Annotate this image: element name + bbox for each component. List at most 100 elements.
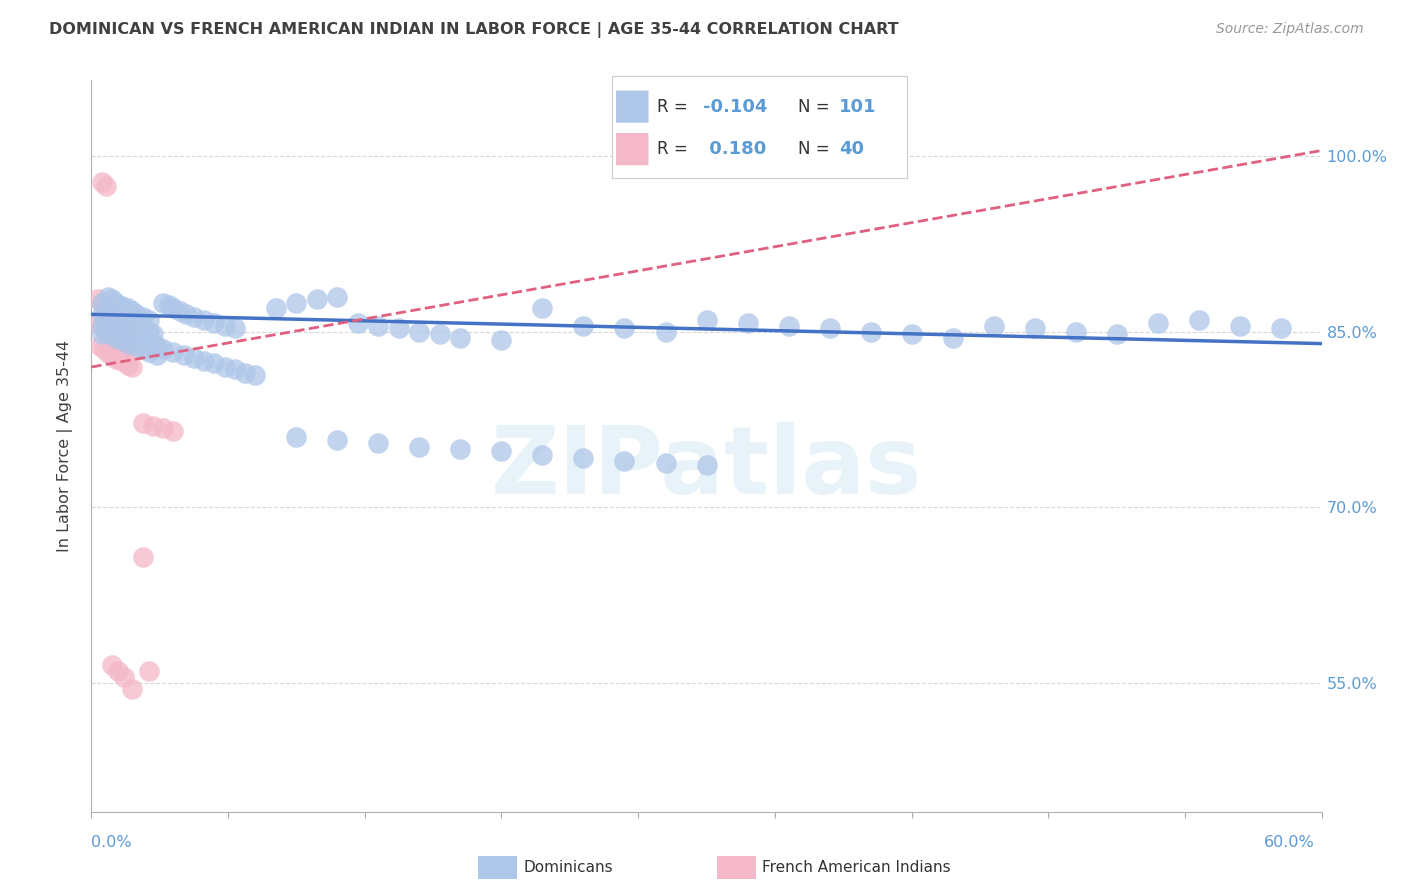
Text: 0.180: 0.180 — [703, 140, 766, 158]
Point — [491, 444, 513, 458]
Point — [162, 425, 184, 439]
Point — [125, 319, 148, 334]
Point — [224, 321, 246, 335]
Point — [193, 313, 215, 327]
Point — [138, 325, 160, 339]
Point — [1024, 321, 1046, 335]
Point — [214, 359, 236, 374]
Point — [162, 301, 184, 316]
Text: 101: 101 — [839, 97, 876, 116]
Point — [107, 665, 129, 679]
Point — [111, 354, 134, 368]
Point — [983, 319, 1005, 334]
Point — [90, 295, 112, 310]
Point — [367, 436, 389, 450]
Point — [107, 310, 129, 325]
Point — [408, 440, 430, 454]
Point — [94, 178, 117, 193]
Point — [142, 336, 165, 351]
Point — [101, 658, 124, 673]
Point — [572, 451, 595, 466]
Point — [388, 321, 411, 335]
Point — [138, 313, 160, 327]
Text: R =: R = — [658, 97, 688, 116]
Point — [367, 319, 389, 334]
Point — [264, 301, 287, 316]
Point — [152, 421, 174, 435]
Point — [146, 348, 169, 362]
Point — [111, 313, 134, 327]
Point — [90, 327, 112, 342]
Point — [90, 307, 112, 321]
Point — [305, 292, 328, 306]
Point — [112, 313, 135, 327]
FancyBboxPatch shape — [616, 133, 648, 165]
Text: -0.104: -0.104 — [703, 97, 768, 116]
Point — [121, 331, 143, 345]
Text: 40: 40 — [839, 140, 863, 158]
Point — [101, 307, 124, 321]
Point — [224, 362, 246, 376]
Text: Dominicans: Dominicans — [523, 860, 613, 874]
Point — [202, 316, 225, 330]
Point — [97, 303, 120, 318]
Point — [105, 331, 127, 345]
Point — [233, 366, 256, 380]
Point — [162, 344, 184, 359]
Point — [737, 316, 759, 330]
Point — [97, 325, 120, 339]
Point — [101, 327, 124, 342]
Point — [613, 453, 636, 467]
Point — [900, 327, 922, 342]
Text: 60.0%: 60.0% — [1264, 836, 1315, 850]
Point — [942, 331, 965, 345]
Point — [131, 343, 153, 357]
Point — [1229, 319, 1251, 334]
Point — [125, 339, 148, 353]
Point — [105, 331, 127, 345]
Point — [117, 301, 139, 316]
Point — [105, 351, 127, 366]
Point — [613, 321, 636, 335]
Point — [131, 321, 153, 335]
Point — [101, 348, 124, 362]
Point — [572, 319, 595, 334]
Point — [138, 665, 160, 679]
Point — [183, 351, 205, 365]
Point — [101, 303, 124, 318]
Point — [90, 319, 112, 334]
Point — [531, 301, 554, 316]
Point — [107, 310, 129, 324]
Point — [97, 290, 120, 304]
Point — [131, 549, 153, 564]
Point — [142, 327, 165, 342]
Point — [105, 295, 127, 310]
Point — [90, 319, 112, 334]
Point — [169, 303, 191, 318]
Point — [105, 307, 127, 321]
Text: R =: R = — [658, 140, 688, 158]
Point — [193, 354, 215, 368]
Point — [326, 433, 349, 447]
Point — [93, 343, 115, 357]
Point — [107, 333, 129, 347]
Point — [245, 368, 267, 383]
Text: Source: ZipAtlas.com: Source: ZipAtlas.com — [1216, 22, 1364, 37]
Point — [121, 303, 143, 318]
Point — [1105, 327, 1128, 342]
Point — [449, 331, 471, 345]
Point — [654, 325, 676, 339]
Point — [131, 333, 153, 347]
Point — [1270, 321, 1292, 335]
Point — [531, 448, 554, 462]
Point — [183, 310, 205, 324]
Point — [117, 327, 139, 342]
Point — [101, 292, 124, 306]
Point — [112, 670, 135, 684]
Point — [138, 344, 160, 359]
Point — [117, 358, 139, 372]
Point — [449, 442, 471, 456]
Point — [152, 295, 174, 310]
Point — [86, 292, 108, 306]
Point — [117, 336, 139, 351]
